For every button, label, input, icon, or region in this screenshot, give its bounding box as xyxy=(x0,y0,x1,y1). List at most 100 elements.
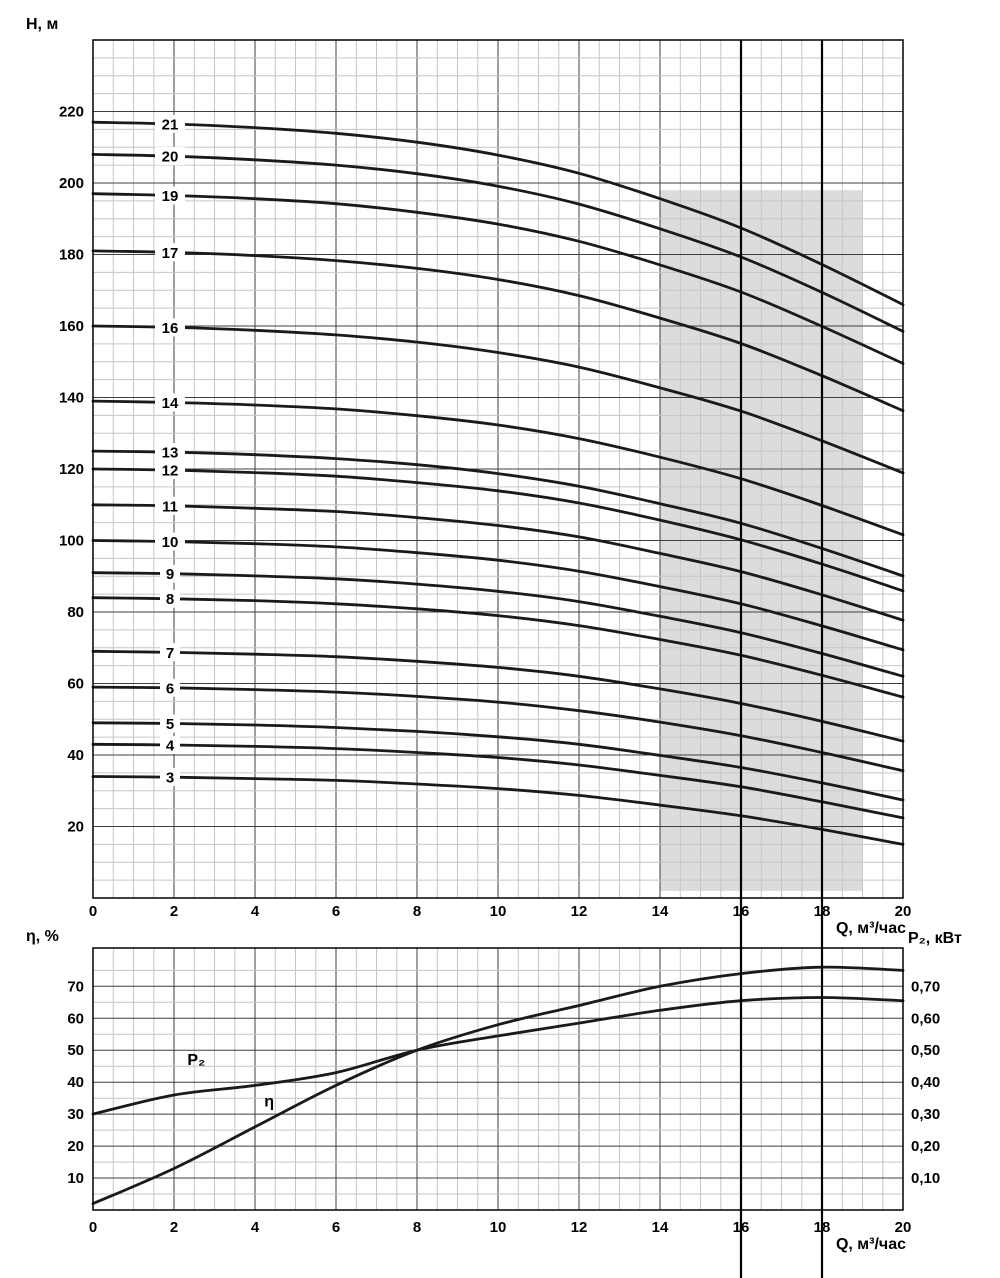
curve-label-bg xyxy=(155,461,185,479)
efficiency-axis-title: η, % xyxy=(26,928,59,945)
flow-axis-title-top: Q, м³/час xyxy=(835,920,906,937)
head-curve-5 xyxy=(91,721,905,802)
curve-label-6: 6 xyxy=(166,680,174,697)
flow-axis-title-bottom: Q, м³/час xyxy=(835,1236,906,1253)
curve-label-13: 13 xyxy=(162,445,179,462)
head-curve-21 xyxy=(91,120,905,306)
power-y-tick-label: 0,70 xyxy=(911,978,940,995)
curve-label-14: 14 xyxy=(162,395,179,412)
series-label-power: P₂ xyxy=(187,1052,205,1069)
head-curve-11 xyxy=(91,503,905,622)
power-y-tick-label: 0,60 xyxy=(911,1010,940,1027)
curve-label-bg xyxy=(155,443,185,462)
efficiency-y-tick-label: 20 xyxy=(67,1138,84,1155)
efficiency-y-tick-label: 50 xyxy=(67,1042,84,1059)
series-label-efficiency: η xyxy=(264,1093,274,1110)
curve-label-bg xyxy=(155,186,185,205)
efficiency-y-tick-label: 60 xyxy=(67,1010,84,1027)
curve-label-8: 8 xyxy=(166,591,174,608)
head-curve-14 xyxy=(91,399,905,537)
power-y-tick-label: 0,40 xyxy=(911,1074,940,1091)
curve-efficiency xyxy=(91,965,905,1205)
top-plot-border xyxy=(92,39,904,899)
curve-label-bg xyxy=(155,393,185,412)
power-axis-title: P₂, кВт xyxy=(908,930,962,947)
head-curve-10 xyxy=(91,539,905,652)
head-curve-13 xyxy=(91,449,905,578)
flow-x-tick-label-bottom: 2 xyxy=(170,1219,178,1236)
curve-label-bg xyxy=(160,678,180,697)
curve-label-bg xyxy=(155,496,185,515)
head-curve-16 xyxy=(91,324,905,475)
flow-x-tick-label-top: 6 xyxy=(332,903,340,920)
flow-x-tick-label-top: 12 xyxy=(571,903,588,920)
flow-x-tick-label-top: 10 xyxy=(490,903,507,920)
head-y-tick-label: 180 xyxy=(59,247,84,264)
curve-power xyxy=(91,996,905,1116)
head-curve-6 xyxy=(91,685,905,773)
curve-label-bg xyxy=(160,589,180,608)
curve-label-12: 12 xyxy=(162,463,179,480)
curve-label-3: 3 xyxy=(166,770,174,787)
head-curve-12 xyxy=(91,467,905,593)
head-curve-17 xyxy=(91,249,905,413)
flow-x-tick-label-bottom: 4 xyxy=(251,1219,260,1236)
head-y-tick-label: 20 xyxy=(67,819,84,836)
curve-label-20: 20 xyxy=(162,149,179,166)
power-y-tick-label: 0,30 xyxy=(911,1106,940,1123)
efficiency-y-tick-label: 40 xyxy=(67,1074,84,1091)
head-y-tick-label: 60 xyxy=(67,676,84,693)
flow-x-tick-label-top: 20 xyxy=(895,903,912,920)
flow-x-tick-label-bottom: 6 xyxy=(332,1219,340,1236)
flow-x-tick-label-bottom: 12 xyxy=(571,1219,588,1236)
flow-x-tick-label-top: 0 xyxy=(89,903,97,920)
curve-label-bg xyxy=(155,532,185,551)
flow-x-tick-label-top: 2 xyxy=(170,903,178,920)
head-y-tick-label: 220 xyxy=(59,104,84,121)
flow-x-tick-label-top: 14 xyxy=(652,903,669,920)
curve-label-4: 4 xyxy=(166,738,175,755)
head-curve-4 xyxy=(91,742,905,820)
curve-label-bg xyxy=(160,714,180,733)
flow-x-tick-label-top: 4 xyxy=(251,903,260,920)
curve-label-bg xyxy=(155,147,185,166)
head-curve-9 xyxy=(91,571,905,678)
power-y-tick-label: 0,10 xyxy=(911,1170,940,1187)
head-axis-title: Н, м xyxy=(26,16,59,33)
head-y-tick-label: 40 xyxy=(67,747,84,764)
curve-label-17: 17 xyxy=(162,245,179,262)
head-curve-7 xyxy=(91,649,905,743)
efficiency-y-tick-label: 70 xyxy=(67,978,84,995)
head-y-tick-label: 120 xyxy=(59,461,84,478)
curve-label-bg xyxy=(160,768,180,787)
bottom-plot-border xyxy=(92,947,904,1211)
curve-label-bg xyxy=(155,243,185,262)
flow-x-tick-label-bottom: 10 xyxy=(490,1219,507,1236)
curve-label-bg xyxy=(155,318,185,337)
flow-x-tick-label-bottom: 14 xyxy=(652,1219,669,1236)
curve-label-bg xyxy=(155,114,185,133)
curve-label-19: 19 xyxy=(162,188,179,205)
head-curve-8 xyxy=(91,596,905,699)
curve-label-11: 11 xyxy=(162,498,178,515)
curve-label-bg xyxy=(160,564,180,583)
curve-label-5: 5 xyxy=(166,716,174,733)
curve-label-21: 21 xyxy=(162,116,179,133)
efficiency-y-tick-label: 10 xyxy=(67,1170,84,1187)
head-y-tick-label: 140 xyxy=(59,390,84,407)
curve-label-16: 16 xyxy=(162,320,179,337)
curve-label-7: 7 xyxy=(166,645,174,662)
head-curve-3 xyxy=(91,775,905,846)
curve-label-10: 10 xyxy=(162,534,179,551)
curve-label-9: 9 xyxy=(166,566,174,583)
power-y-tick-label: 0,20 xyxy=(911,1138,940,1155)
head-y-tick-label: 100 xyxy=(59,533,84,550)
efficiency-y-tick-label: 30 xyxy=(67,1106,84,1123)
curve-label-bg xyxy=(160,736,180,754)
head-y-tick-label: 200 xyxy=(59,175,84,192)
flow-x-tick-label-top: 8 xyxy=(413,903,421,920)
flow-x-tick-label-bottom: 8 xyxy=(413,1219,421,1236)
power-y-tick-label: 0,50 xyxy=(911,1042,940,1059)
